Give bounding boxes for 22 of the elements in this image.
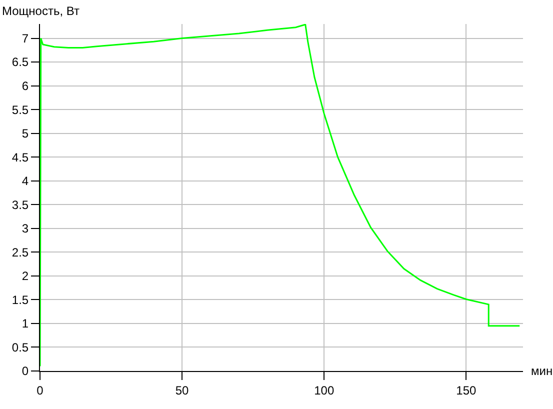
x-tick-label: 100: [314, 383, 334, 398]
y-tick-label: 6.5: [12, 55, 29, 70]
x-tick-label: 0: [36, 383, 44, 398]
y-tick-label: 7: [22, 31, 29, 46]
y-tick-label: 2.5: [12, 245, 29, 260]
y-tick-label: 1.5: [12, 292, 29, 307]
y-tick-label: 4.5: [12, 150, 29, 164]
y-tick-label: 5.5: [12, 102, 29, 117]
y-tick-label: 0.5: [12, 340, 29, 354]
y-tick-label: 3.5: [12, 198, 29, 212]
x-tick-label: 150: [456, 383, 477, 398]
y-tick-label: 5: [22, 126, 29, 141]
y-tick-label: 6: [22, 78, 29, 93]
y-axis-title: Мощность, Вт: [2, 4, 80, 18]
y-tick-label: 3: [22, 222, 29, 236]
y-tick-label: 2: [22, 269, 29, 284]
y-tick-label: 1: [22, 316, 29, 331]
x-tick-label: 50: [175, 383, 190, 398]
y-tick-label: 0: [22, 364, 29, 378]
x-axis-title: мин: [531, 364, 553, 378]
y-tick-label: 4: [22, 174, 29, 188]
line-series: [40, 24, 520, 367]
